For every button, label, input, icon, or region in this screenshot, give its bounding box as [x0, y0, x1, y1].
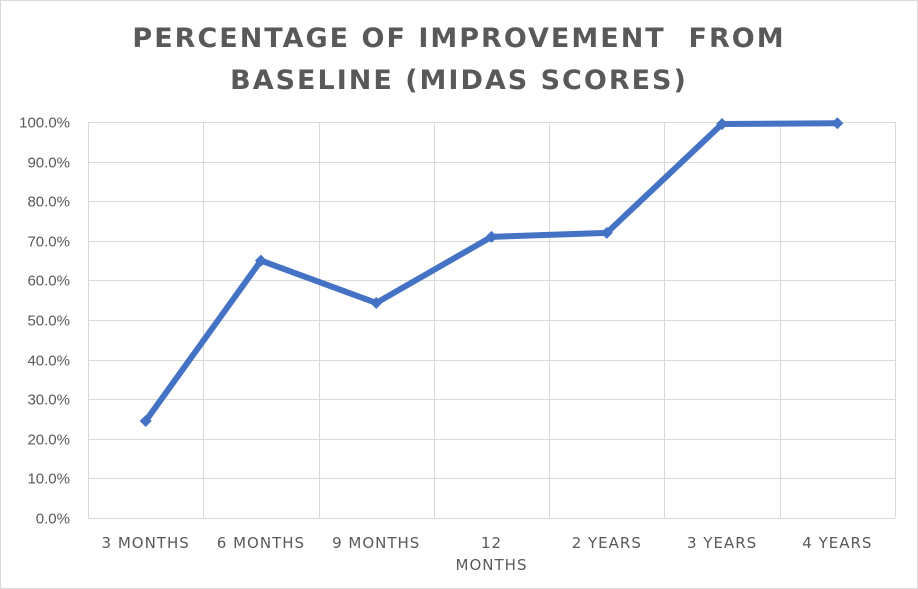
x-tick-label: 3 YEARS — [687, 534, 757, 552]
data-point-marker — [600, 226, 613, 239]
y-tick-label: 0.0% — [36, 511, 70, 528]
chart-title-line-1: PERCENTAGE OF IMPROVEMENT FROM — [132, 23, 786, 54]
x-tick-label: 4 YEARS — [802, 534, 872, 552]
data-point-marker — [485, 230, 498, 243]
gridlines — [88, 122, 896, 519]
y-axis-tick-labels: 0.0% 10.0% 20.0% 30.0% 40.0% 50.0% 60.0% 70.0% 8… — [19, 115, 70, 528]
chart-title-line-2: BASELINE (MIDAS SCORES) — [230, 65, 688, 96]
data-point-marker — [370, 296, 383, 309]
series-line — [139, 117, 844, 427]
x-tick-label: 12 — [481, 534, 502, 552]
y-tick-label: 80.0% — [27, 194, 70, 211]
series-line-path — [142, 120, 841, 424]
x-tick-label: MONTHS — [456, 556, 528, 574]
data-point-marker — [716, 117, 729, 130]
x-tick-label: 3 MONTHS — [102, 534, 190, 552]
y-tick-label: 60.0% — [27, 273, 70, 290]
y-tick-label: 20.0% — [27, 432, 70, 449]
data-point-marker — [254, 254, 267, 267]
x-tick-label: 9 MONTHS — [332, 534, 420, 552]
chart-title: PERCENTAGE OF IMPROVEMENT FROM BASELINE … — [0, 18, 918, 102]
y-tick-label: 30.0% — [27, 392, 70, 409]
data-point-marker — [831, 117, 844, 130]
y-tick-label: 50.0% — [27, 313, 70, 330]
y-tick-label: 90.0% — [27, 155, 70, 172]
x-tick-label: 6 MONTHS — [217, 534, 305, 552]
y-tick-label: 70.0% — [27, 234, 70, 251]
y-tick-label: 10.0% — [27, 471, 70, 488]
y-tick-label: 40.0% — [27, 353, 70, 370]
x-tick-label: 2 YEARS — [572, 534, 642, 552]
x-axis-tick-labels: 3 MONTHS 6 MONTHS 9 MONTHS 12 MONTHS 2 YEARS 3… — [102, 534, 872, 574]
data-point-marker — [139, 414, 152, 427]
y-tick-label: 100.0% — [19, 115, 70, 132]
